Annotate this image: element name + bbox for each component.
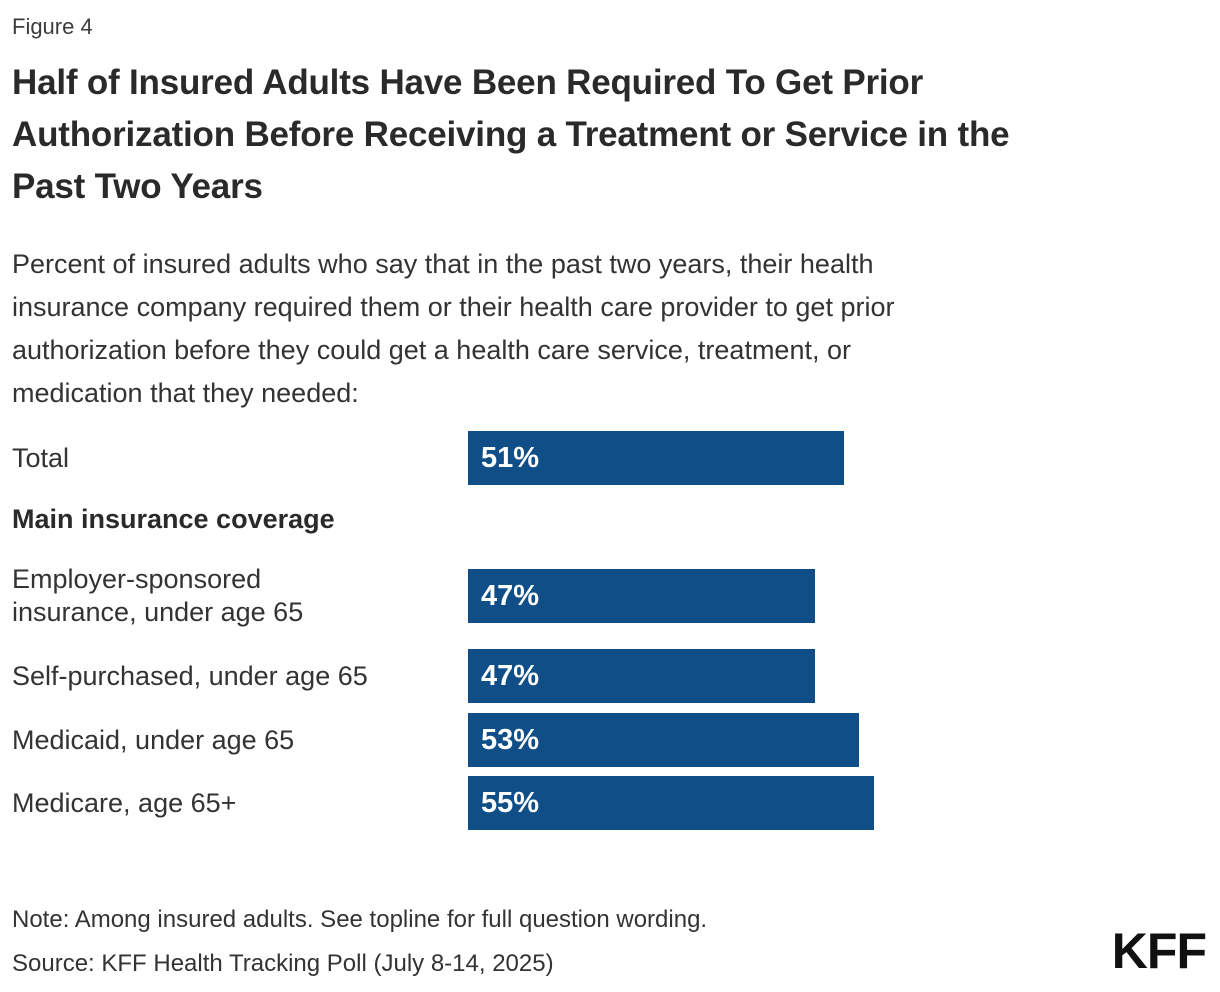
kff-logo: KFF bbox=[1111, 923, 1207, 979]
bar-value-label: 47% bbox=[481, 659, 540, 692]
chart-title: Half of Insured Adults Have Been Require… bbox=[12, 63, 1010, 206]
row-label-employer-sponsored: Employer-sponsored insurance, under age … bbox=[12, 564, 304, 627]
bar-self-purchased: 47% bbox=[468, 649, 815, 703]
bar-medicaid: 53% bbox=[468, 713, 860, 767]
row-label-medicare: Medicare, age 65+ bbox=[12, 787, 237, 818]
bar-chart: Total 51% Main insurance coverage Employ… bbox=[12, 431, 1208, 830]
chart-row-total: Total 51% bbox=[12, 431, 1208, 485]
bar-value-label: 47% bbox=[481, 579, 540, 612]
bar-value-label: 55% bbox=[481, 786, 540, 819]
bar-total: 51% bbox=[468, 431, 845, 485]
bar-medicare: 55% bbox=[468, 776, 874, 830]
bar-value-label: 53% bbox=[481, 723, 540, 756]
chart-row-medicare: Medicare, age 65+ 55% bbox=[12, 776, 1208, 830]
figure-label: Figure 4 bbox=[12, 14, 93, 39]
source-text: Source: KFF Health Tracking Poll (July 8… bbox=[12, 950, 554, 977]
row-label-medicaid: Medicaid, under age 65 bbox=[12, 724, 295, 755]
section-header-main-insurance-coverage: Main insurance coverage bbox=[12, 504, 335, 534]
row-label-self-purchased: Self-purchased, under age 65 bbox=[12, 660, 368, 691]
chart-row-medicaid: Medicaid, under age 65 53% bbox=[12, 713, 1208, 767]
row-label-total: Total bbox=[12, 442, 70, 473]
bar-value-label: 51% bbox=[481, 441, 540, 474]
chart-row-self-purchased: Self-purchased, under age 65 47% bbox=[12, 649, 1208, 703]
chart-row-employer-sponsored: Employer-sponsored insurance, under age … bbox=[12, 563, 1208, 629]
bar-employer-sponsored: 47% bbox=[468, 569, 815, 623]
note-text: Note: Among insured adults. See topline … bbox=[12, 906, 708, 933]
chart-subtitle: Percent of insured adults who say that i… bbox=[12, 249, 895, 408]
